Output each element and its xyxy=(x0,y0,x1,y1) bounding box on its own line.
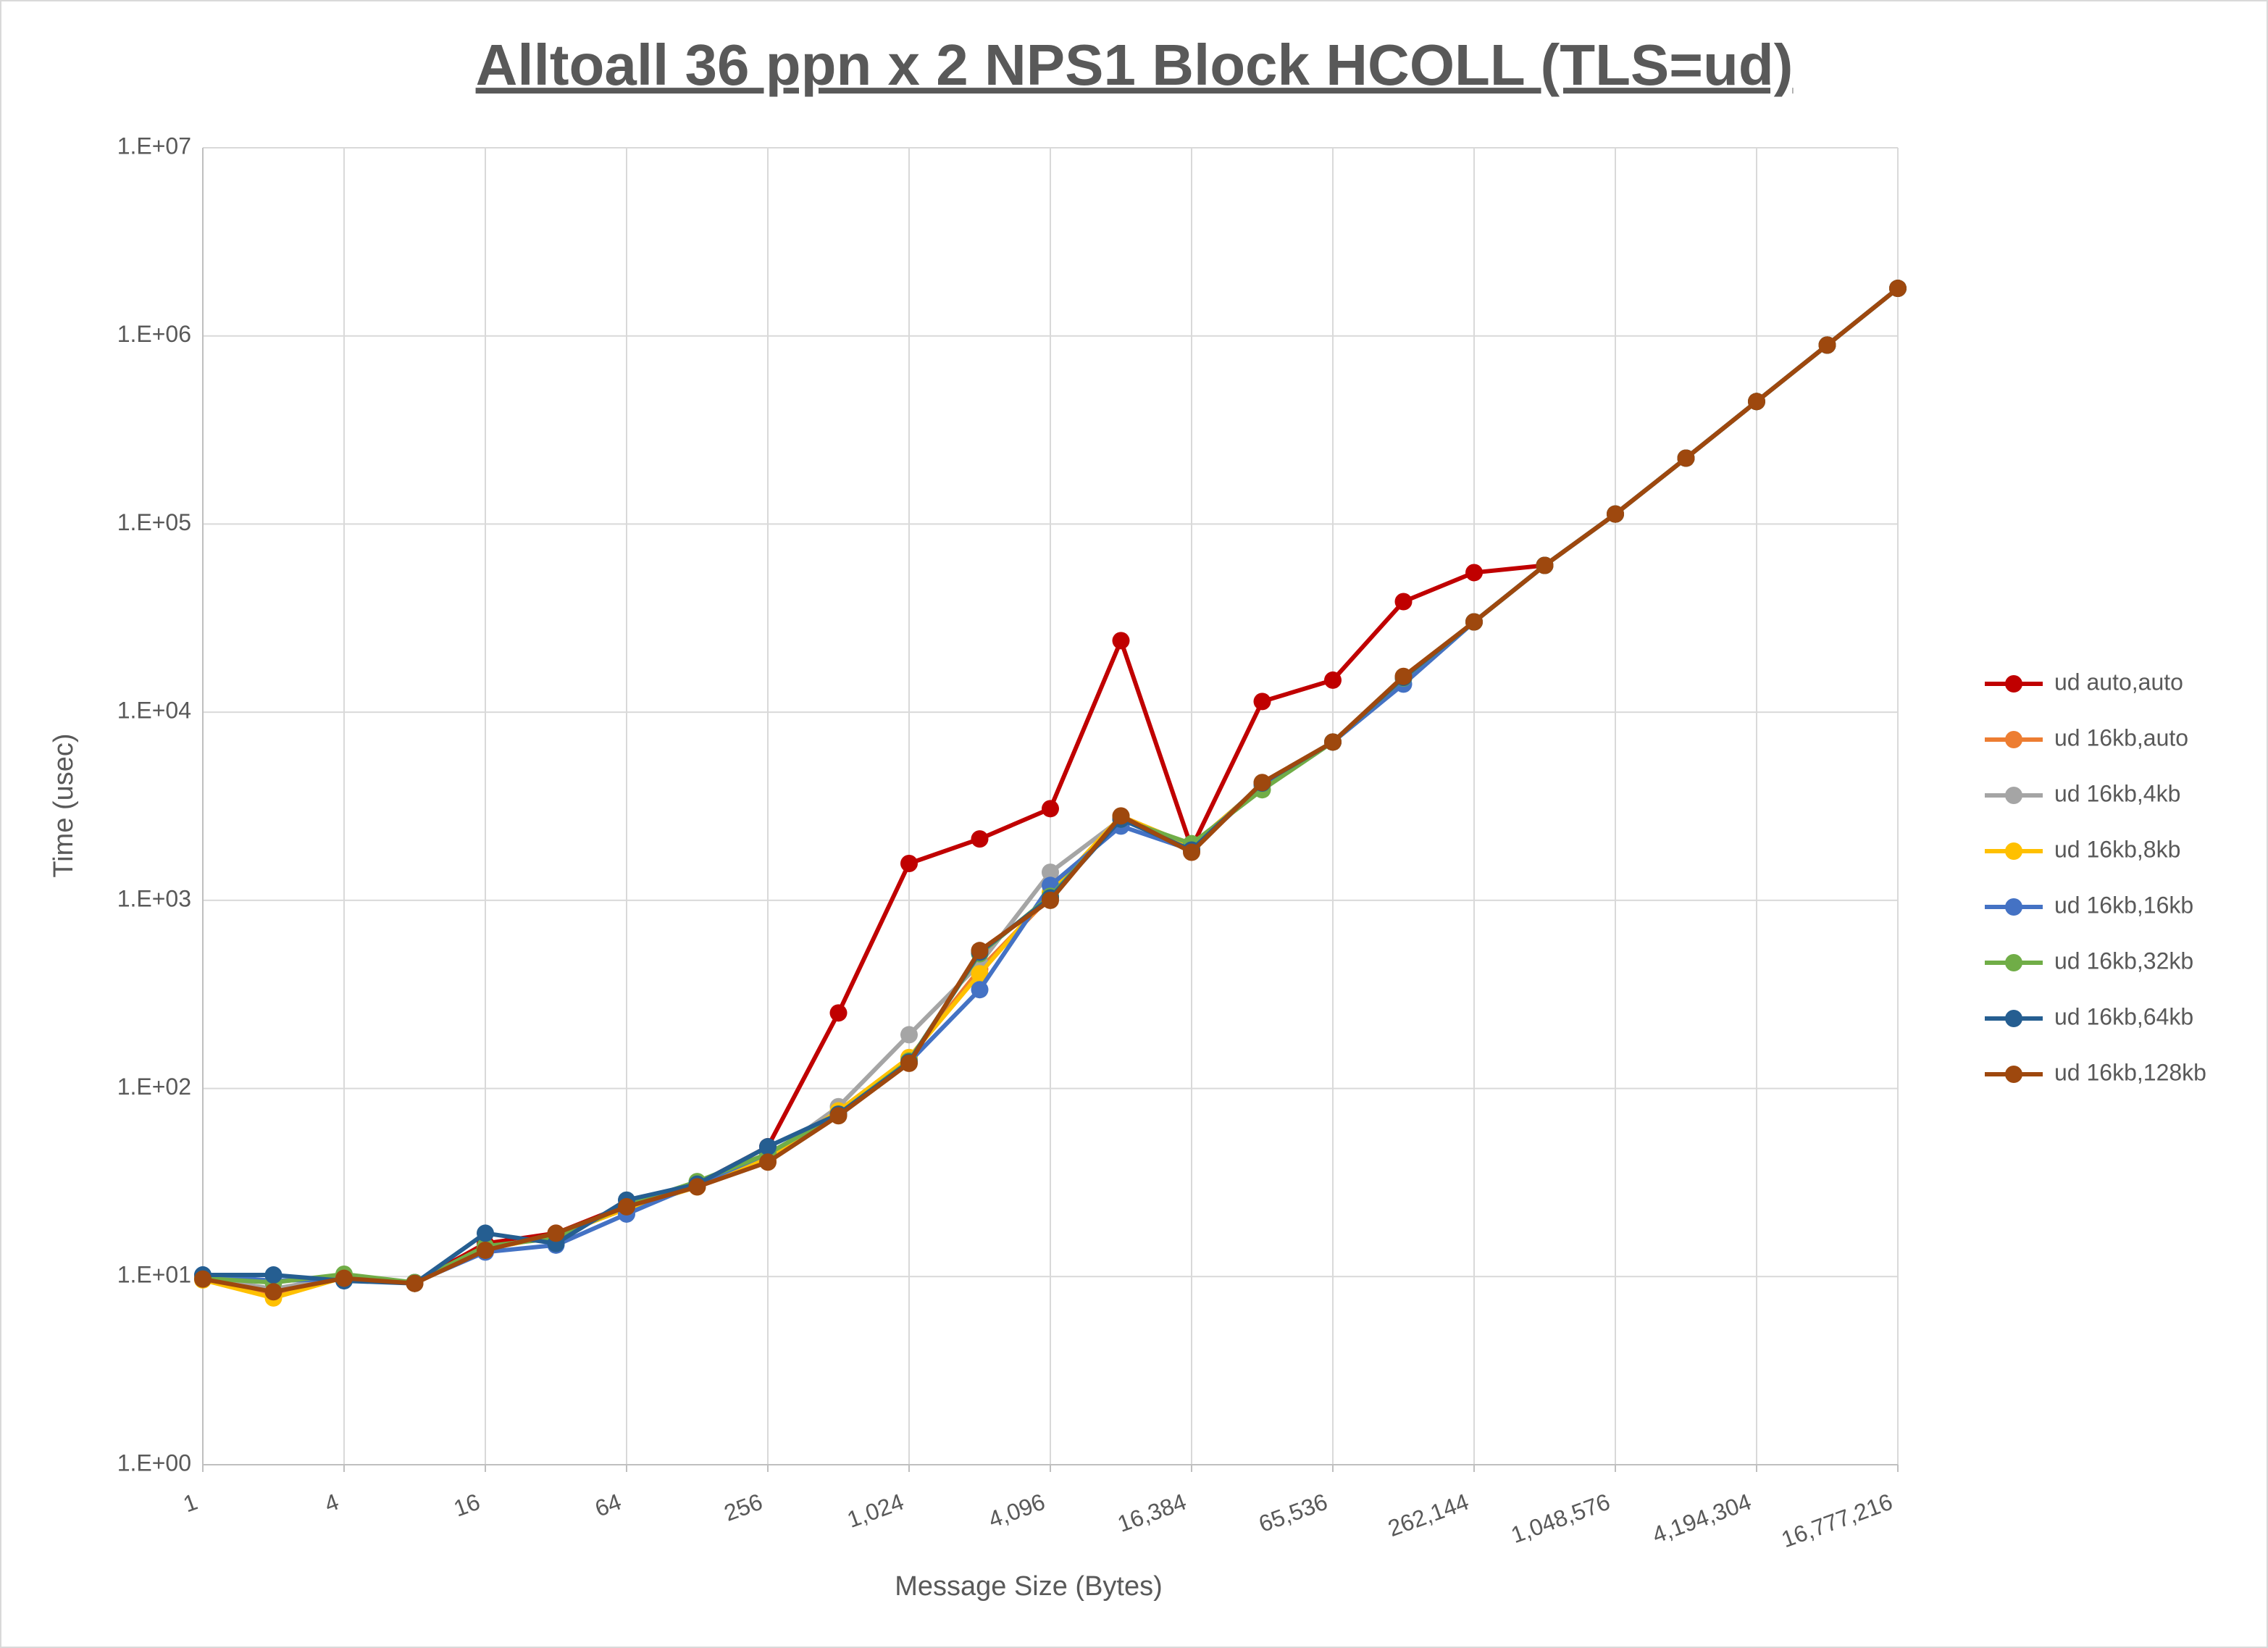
legend-marker xyxy=(2005,1010,2022,1027)
data-point xyxy=(477,1224,494,1242)
data-point xyxy=(688,1178,706,1196)
legend-label: ud 16kb,32kb xyxy=(2054,948,2193,974)
data-point xyxy=(547,1224,565,1242)
data-point xyxy=(759,1138,777,1156)
data-point xyxy=(1324,671,1342,689)
data-point xyxy=(1889,280,1907,298)
data-point xyxy=(335,1269,353,1287)
legend-label: ud 16kb,128kb xyxy=(2054,1059,2206,1085)
data-point xyxy=(829,1004,848,1022)
legend-label: ud auto,auto xyxy=(2054,669,2183,695)
data-point xyxy=(971,965,989,983)
data-point xyxy=(900,1026,918,1044)
legend-marker xyxy=(2005,898,2022,916)
data-point xyxy=(1253,693,1271,711)
data-point xyxy=(406,1274,424,1292)
data-point xyxy=(1394,667,1413,685)
data-point xyxy=(1748,393,1765,411)
legend-marker xyxy=(2005,731,2022,748)
legend-label: ud 16kb,auto xyxy=(2054,724,2188,750)
data-point xyxy=(759,1153,777,1171)
y-axis-title: Time (usec) xyxy=(49,733,79,877)
y-tick-label: 1.E+00 xyxy=(117,1450,191,1476)
legend-marker xyxy=(2005,787,2022,804)
data-point xyxy=(1394,593,1413,611)
data-point xyxy=(1465,564,1483,582)
data-point xyxy=(971,942,989,960)
data-point xyxy=(194,1270,212,1288)
data-point xyxy=(971,830,989,848)
y-tick-label: 1.E+07 xyxy=(117,133,191,159)
data-point xyxy=(1536,556,1554,574)
legend-label: ud 16kb,8kb xyxy=(2054,836,2180,862)
data-point xyxy=(1324,733,1342,751)
chart-title: Alltoall 36 ppn x 2 NPS1 Block HCOLL (TL… xyxy=(476,33,1794,97)
data-point xyxy=(1183,843,1200,861)
legend-marker xyxy=(2005,954,2022,971)
legend-marker xyxy=(2005,675,2022,693)
data-point xyxy=(900,854,918,872)
legend-label: ud 16kb,4kb xyxy=(2054,780,2180,806)
data-point xyxy=(264,1266,283,1284)
data-point xyxy=(1112,632,1130,650)
data-point xyxy=(900,1054,918,1072)
legend-marker xyxy=(2005,1066,2022,1083)
legend-label: ud 16kb,16kb xyxy=(2054,892,2193,918)
y-tick-label: 1.E+01 xyxy=(117,1262,191,1288)
data-point xyxy=(477,1241,494,1259)
y-tick-label: 1.E+02 xyxy=(117,1074,191,1100)
data-point xyxy=(1042,863,1059,882)
data-point xyxy=(1818,336,1836,354)
legend-marker xyxy=(2005,842,2022,860)
data-point xyxy=(971,981,989,999)
data-point xyxy=(618,1197,635,1216)
legend-label: ud 16kb,64kb xyxy=(2054,1003,2193,1029)
y-tick-label: 1.E+03 xyxy=(117,885,191,911)
data-point xyxy=(829,1107,848,1125)
data-point xyxy=(1042,800,1059,818)
y-tick-label: 1.E+05 xyxy=(117,509,191,535)
y-tick-label: 1.E+04 xyxy=(117,698,191,724)
data-point xyxy=(1607,505,1624,523)
x-axis-title: Message Size (Bytes) xyxy=(895,1571,1163,1602)
data-point xyxy=(1042,891,1059,909)
data-point xyxy=(1465,613,1483,631)
data-point xyxy=(1677,449,1695,467)
y-tick-label: 1.E+06 xyxy=(117,321,191,347)
data-point xyxy=(264,1283,283,1301)
data-point xyxy=(1253,774,1271,792)
data-point xyxy=(1112,807,1130,825)
